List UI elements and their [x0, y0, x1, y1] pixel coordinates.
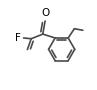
Text: F: F	[15, 33, 21, 43]
Text: O: O	[41, 8, 49, 18]
